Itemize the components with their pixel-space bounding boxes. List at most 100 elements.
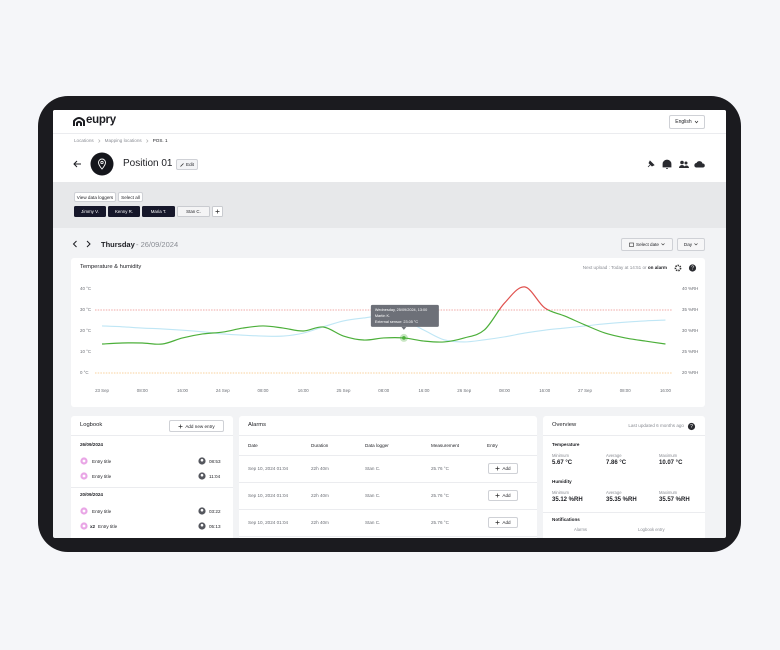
pin-icon[interactable]	[647, 160, 655, 168]
x-tick-label: 16:00	[418, 388, 430, 393]
stat-label: Minimum	[552, 490, 569, 495]
chevron	[694, 120, 698, 124]
entry-icon	[80, 522, 88, 530]
breadcrumb-item[interactable]: Locations	[74, 138, 94, 143]
chevron	[694, 243, 698, 246]
add-entry-button[interactable]: Add new entry	[169, 420, 224, 432]
plus-icon	[495, 520, 500, 524]
stat-label: Maximum	[659, 490, 678, 495]
chevron	[97, 138, 101, 143]
column-header: Measurement	[431, 443, 460, 448]
screen: eupry English Locations Mapping location…	[53, 110, 726, 538]
logbook-date: 20/09/2024	[80, 492, 103, 497]
alarm-cell: 25.76 °C	[431, 465, 449, 471]
stat-label: Minimum	[552, 453, 569, 458]
column-header: Duration	[311, 443, 329, 448]
alarm-cell: Stan C.	[365, 519, 381, 525]
divider	[543, 512, 705, 513]
alarm-cell: Sep 10, 2024 01:04	[248, 492, 289, 498]
alarm-cell: 25.76 °C	[431, 492, 449, 498]
date-nav[interactable]	[72, 240, 94, 248]
help-icon[interactable]	[688, 264, 697, 272]
button-label: View data loggers	[76, 194, 114, 200]
help-icon[interactable]: ?	[687, 422, 696, 431]
cloud-icon[interactable]	[694, 161, 705, 168]
y-tick-label: 30 °C	[80, 307, 91, 312]
y-tick-label: 0 °C	[80, 370, 89, 375]
stat-label: Maximum	[659, 453, 678, 458]
add-alarm-entry-button[interactable]: Add	[488, 489, 518, 501]
tooltip-line: Wednesday, 25/09/2024, 13:00	[375, 308, 427, 312]
entry-time: 08:53	[209, 458, 221, 464]
chip-label: Stan C.	[186, 209, 201, 214]
x-tick-label: 27 Sep	[578, 388, 592, 393]
temperature-line	[102, 286, 666, 345]
overview-card	[543, 416, 705, 538]
location-avatar	[90, 152, 114, 176]
breadcrumb-item[interactable]: Mapping locations	[104, 138, 142, 143]
tooltip-line: External sensor: 23.05 °C	[375, 320, 419, 324]
logbook-card	[71, 416, 233, 538]
hover-point	[402, 336, 406, 340]
alarm-cell: Sep 10, 2024 01:04	[248, 465, 289, 471]
language: English	[675, 119, 692, 125]
entry-icon	[80, 472, 88, 480]
x-tick-label: 25 Sep	[337, 388, 351, 393]
edit-button[interactable]: Edit	[176, 159, 198, 170]
avatar	[198, 472, 206, 480]
button-label: Select date	[636, 242, 659, 247]
help-glyph: ?	[690, 424, 693, 430]
language-select[interactable]: English	[669, 115, 705, 129]
plus-icon	[215, 209, 220, 214]
chevron	[661, 243, 665, 246]
column-header: Date	[248, 443, 258, 448]
stat-value: 10.07 °C	[659, 460, 683, 466]
chip-label: Jimmy V.	[81, 209, 99, 214]
last-updated: Last updated 6 months ago	[628, 423, 684, 428]
chart-card	[71, 258, 705, 407]
button-label: Add	[502, 465, 511, 471]
logger-chip[interactable]: Kenny R.	[108, 206, 140, 217]
calendar-icon	[629, 242, 634, 247]
x-tick-label: 16:00	[660, 388, 672, 393]
view-loggers-button[interactable]: View data loggers	[74, 192, 116, 202]
alarm-cell: Stan C.	[365, 492, 381, 498]
divider	[71, 435, 233, 436]
plus-icon	[178, 424, 183, 428]
chip-label: Maria T.	[150, 209, 167, 214]
x-tick-label: 08:00	[620, 388, 632, 393]
users-icon[interactable]	[679, 160, 689, 168]
x-tick-label: 08:00	[499, 388, 511, 393]
settings-icon[interactable]	[674, 264, 682, 272]
button-label: Add new entry	[185, 423, 215, 429]
select-date-button[interactable]: Select date	[621, 238, 673, 251]
logger-chip[interactable]: Jimmy V.	[74, 206, 106, 217]
logger-chip[interactable]: Maria T.	[142, 206, 175, 217]
logo-icon	[73, 117, 85, 126]
chevron	[145, 138, 149, 143]
date-day: Thursday	[101, 240, 135, 249]
overview-section: Humidity	[552, 479, 572, 484]
y2-tick-label: 20 %RH	[682, 370, 698, 375]
alarms-title: Alarms	[248, 422, 267, 428]
add-alarm-entry-button[interactable]: Add	[488, 462, 518, 474]
add-logger-button[interactable]	[212, 206, 223, 217]
divider	[239, 435, 537, 436]
alarm-icon[interactable]	[662, 159, 672, 169]
date-value: - 26/09/2024	[136, 240, 179, 249]
avatar	[198, 522, 206, 530]
row-divider	[239, 482, 537, 483]
position-title: Position 01	[123, 158, 173, 169]
row-divider	[239, 536, 537, 537]
x-tick-label: 23 Sep	[95, 388, 109, 393]
upload-link[interactable]: on alarm	[647, 265, 667, 270]
screen-content: eupry English Locations Mapping location…	[53, 110, 726, 538]
back-button[interactable]	[73, 160, 82, 168]
chart-title: Temperature & humidity	[80, 264, 142, 270]
alarm-cell: Stan C.	[365, 465, 381, 471]
range-button[interactable]: Day	[677, 238, 705, 251]
select-all-button[interactable]: Select all	[118, 192, 143, 202]
logger-chip[interactable]: Stan C.	[177, 206, 210, 217]
add-alarm-entry-button[interactable]: Add	[488, 516, 518, 528]
